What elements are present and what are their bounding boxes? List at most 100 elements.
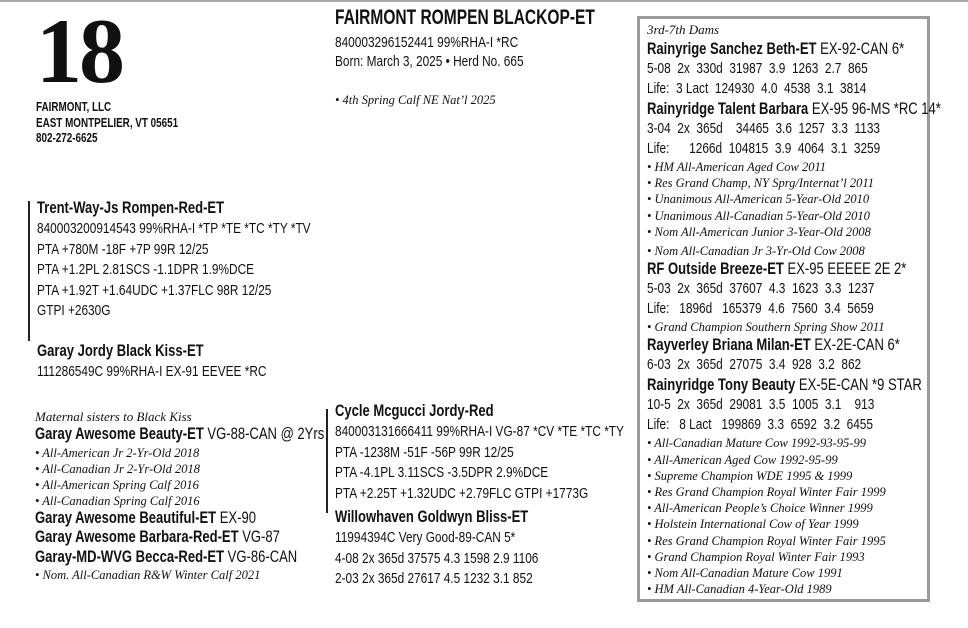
record-text: 5-03 2x 365d 37607 4.3 1623 3.3 1237 — [647, 280, 875, 298]
maternal-sisters-block: Maternal sisters to Black Kiss Garay Awe… — [35, 408, 401, 583]
maternal-sisters-heading: Maternal sisters to Black Kiss — [35, 409, 192, 424]
info-text: PTA -4.1PL 3.11SCS -3.5DPR 2.9%DCE — [335, 464, 549, 481]
sister-classification: VG-86-CAN — [224, 547, 298, 566]
honor-item: • Nom All-American Junior 3-Year-Old 200… — [647, 224, 871, 239]
sister-line: Garay Awesome Beauty-ET VG-88-CAN @ 2Yrs — [35, 425, 324, 445]
dams-box: 3rd-7th Dams Rainyrige Sanchez Beth-ET E… — [637, 16, 941, 602]
info-line: PTA -1238M -51F -56P 99R 12/25 — [335, 443, 701, 464]
name-text: Trent-Way-Js Rompen-Red-ET — [37, 199, 225, 217]
second-dam-block: Willowhaven Goldwyn Bliss-ET 11994394C Ve… — [335, 507, 592, 590]
animal-name: Trent-Way-Js Rompen-Red-ET — [37, 198, 383, 219]
production-record: 3-04 2x 365d 34465 3.6 1257 3.3 1133 — [647, 119, 968, 139]
animal-name: Cycle Mcgucci Jordy-Red — [335, 401, 701, 422]
dam-classification: EX-95 96-MS *RC 14* — [808, 100, 941, 118]
sister-name: Garay Awesome Beautiful-ET — [35, 508, 217, 527]
name-text: Garay Jordy Black Kiss-ET — [37, 342, 204, 360]
honor-item: • Nom. All-Canadian R&W Winter Calf 2021 — [35, 568, 261, 582]
lot-number: 18 — [36, 0, 125, 102]
info-text: PTA +2.25T +1.32UDC +2.79FLC GTPI +1773G — [335, 484, 589, 502]
record-text: Life: 3 Lact 124930 4.0 4538 3.1 3814 — [647, 80, 867, 97]
info-line: PTA +2.25T +1.32UDC +2.79FLC GTPI +1773G — [335, 484, 701, 505]
info-text: PTA +780M -18F +7P 99R 12/25 — [37, 240, 209, 258]
consignor-name: FAIRMONT, LLC — [36, 100, 112, 114]
honor-item: • All-American Jr 2-Yr-Old 2018 — [35, 445, 200, 460]
dam-line: Rainyridge Talent Barbara EX-95 96-MS *R… — [647, 99, 941, 119]
info-line: 840003131666411 99%RHA-I VG-87 *CV *TE *… — [335, 422, 701, 443]
dams-box-heading: 3rd-7th Dams — [647, 22, 720, 37]
honor-item: • Res Grand Champion Royal Winter Fair 1… — [647, 485, 886, 500]
dam-name: Rainyridge Talent Barbara — [647, 100, 809, 118]
production-record: 6-03 2x 365d 27075 3.4 928 3.2 862 — [647, 355, 968, 375]
info-line: 11994394C Very Good-89-CAN 5* — [335, 528, 592, 549]
sister-line: Garay Awesome Beautiful-ET EX-90 — [35, 509, 324, 529]
info-text: PTA -1238M -51F -56P 99R 12/25 — [335, 443, 514, 461]
sister-name: Garay Awesome Barbara-Red-ET — [35, 528, 239, 546]
dam-entry: Rainyridge Tony Beauty EX-5E-CAN *9 STAR — [647, 375, 968, 395]
production-record: 5-03 2x 365d 37607 4.3 1623 3.3 1237 — [647, 279, 968, 299]
sister-entry: Garay Awesome Barbara-Red-ET VG-87 — [35, 528, 401, 548]
dam-entry: Rainyridge Talent Barbara EX-95 96-MS *R… — [647, 99, 968, 119]
honor-item: • Unanimous All-American 5-Year-Old 2010 — [647, 192, 870, 207]
info-line: PTA -4.1PL 3.11SCS -3.5DPR 2.9%DCE — [335, 463, 701, 484]
sister-name: Garay Awesome Beauty-ET — [35, 425, 204, 443]
animal-honors: • 4th Spring Calf NE Nat’l 2025 — [335, 92, 686, 108]
sister-entry: Garay-MD-WVG Becca-Red-ET VG-86-CAN — [35, 548, 401, 568]
honor-item: • All-Canadian Jr 2-Yr-Old 2018 — [35, 461, 201, 476]
honor-item: • All-American Aged Cow 1992-95-99 — [647, 452, 838, 467]
honor-item: • Nom All-Canadian Mature Cow 1991 — [647, 566, 843, 581]
honor-item: • Supreme Champion WDE 1995 & 1999 — [647, 468, 853, 483]
honor-item: • All-Canadian Spring Calf 2016 — [35, 493, 200, 508]
honor-item: • All-American Spring Calf 2016 — [35, 477, 199, 492]
info-line: PTA +780M -18F +7P 99R 12/25 — [37, 240, 383, 261]
dam-line: Rainyrige Sanchez Beth-ET EX-92-CAN 6* — [647, 39, 941, 59]
sister-entry: Garay Awesome Beautiful-ET EX-90 — [35, 509, 401, 529]
dams-sire-bracket — [326, 409, 328, 513]
dam-classification: EX-92-CAN 6* — [816, 40, 905, 58]
honor-item: • 4th Spring Calf NE Nat’l 2025 — [335, 93, 496, 107]
animal-name: Garay Jordy Black Kiss-ET — [37, 341, 327, 362]
honor-item: • Grand Champion Southern Spring Show 20… — [647, 320, 885, 335]
dam-classification: EX-95 EEEEE 2E 2* — [783, 260, 907, 279]
consignor-block: FAIRMONT, LLC EAST MONTPELIER, VT 05651 … — [36, 100, 216, 147]
record-text: 6-03 2x 365d 27075 3.4 928 3.2 862 — [647, 356, 862, 374]
dam-line: Rayverley Briana Milan-ET EX-2E-CAN 6* — [647, 335, 941, 355]
record-text: 5-08 2x 330d 31987 3.9 1263 2.7 865 — [647, 60, 868, 77]
animal-block: FAIRMONT ROMPEN BLACKOP-ET 8400032961524… — [335, 5, 686, 108]
sire-block: Trent-Way-Js Rompen-Red-ET 84000320091454… — [37, 198, 383, 322]
production-record: 10-5 2x 365d 29081 3.5 1005 3.1 913 — [647, 395, 968, 415]
animal-born: Born: March 3, 2025 • Herd No. 665 — [335, 53, 524, 70]
info-line: 2-03 2x 365d 27617 4.5 1232 3.1 852 — [335, 569, 592, 590]
honor-item: • Res Grand Champ, NY Sprg/Internat’l 20… — [647, 176, 874, 191]
honor-item: • HM All-American Aged Cow 2011 — [647, 160, 827, 174]
info-text: GTPI +2630G — [37, 302, 111, 319]
dam-block: Garay Jordy Black Kiss-ET 111286549C 99%R… — [37, 341, 327, 383]
honor-item: • Holstein International Cow of Year 199… — [647, 517, 859, 532]
info-line: 4-08 2x 365d 37575 4.3 1598 2.9 1106 — [335, 549, 592, 570]
animal-name: Willowhaven Goldwyn Bliss-ET — [335, 507, 592, 528]
name-text: Cycle Mcgucci Jordy-Red — [335, 402, 494, 420]
info-text: 111286549C 99%RHA-I EX-91 EEVEE *RC — [37, 363, 267, 380]
info-text: 2-03 2x 365d 27617 4.5 1232 3.1 852 — [335, 570, 533, 587]
sister-classification: VG-88-CAN @ 2Yrs — [203, 425, 325, 443]
sister-line: Garay-MD-WVG Becca-Red-ET VG-86-CAN — [35, 548, 324, 568]
name-text: Willowhaven Goldwyn Bliss-ET — [335, 508, 529, 526]
dam-classification: EX-2E-CAN 6* — [810, 336, 900, 355]
info-line: PTA +1.92T +1.64UDC +1.37FLC 98R 12/25 — [37, 281, 383, 302]
sister-name: Garay-MD-WVG Becca-Red-ET — [35, 547, 225, 566]
info-line: 111286549C 99%RHA-I EX-91 EEVEE *RC — [37, 362, 327, 383]
sister-line: Garay Awesome Barbara-Red-ET VG-87 — [35, 528, 324, 548]
honor-item: • All-Canadian Mature Cow 1992-93-95-99 — [647, 436, 866, 451]
record-text: Life: 8 Lact 199869 3.3 6592 3.2 6455 — [647, 416, 873, 434]
info-text: 840003131666411 99%RHA-I VG-87 *CV *TE *… — [335, 423, 624, 440]
dam-name: Rayverley Briana Milan-ET — [647, 336, 811, 355]
honor-item: • Unanimous All-Canadian 5-Year-Old 2010 — [647, 208, 870, 223]
info-text: 4-08 2x 365d 37575 4.3 1598 2.9 1106 — [335, 549, 539, 567]
sister-classification: EX-90 — [216, 508, 256, 527]
info-line: 840003200914543 99%RHA-I *TP *TE *TC *TY… — [37, 219, 383, 240]
page-top-rule — [0, 0, 968, 2]
dam-classification: EX-5E-CAN *9 STAR — [795, 376, 922, 395]
honor-item: • HM All-Canadian 4-Year-Old 1989 — [647, 582, 832, 597]
honor-item: • All-American People’s Choice Winner 19… — [647, 501, 873, 516]
record-text: 3-04 2x 365d 34465 3.6 1257 3.3 1133 — [647, 120, 881, 137]
dam-entry: RF Outside Breeze-ET EX-95 EEEEE 2E 2* — [647, 259, 968, 279]
